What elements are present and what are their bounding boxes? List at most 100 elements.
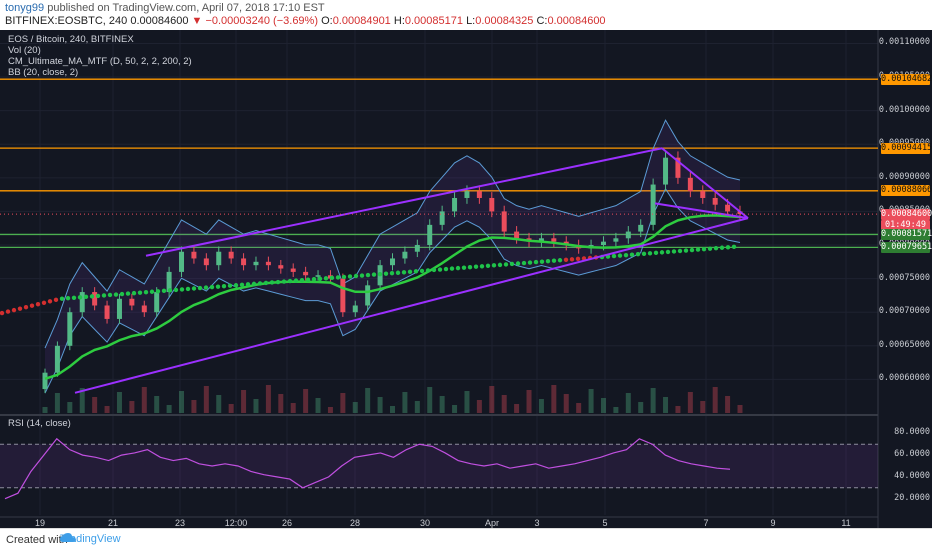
price-tick: 0.00070000	[878, 306, 930, 317]
candle	[67, 312, 73, 346]
candle	[265, 261, 271, 266]
ohlc-o-label: O:	[321, 15, 333, 27]
ma-200-dot	[137, 290, 143, 295]
candle	[452, 197, 458, 212]
ma-200-dot	[11, 307, 17, 313]
ma-200-dot	[635, 252, 641, 257]
candle	[700, 191, 706, 198]
ma-200-dot	[515, 261, 521, 266]
price-tick: 0.00065000	[878, 339, 930, 350]
ma-200-dot	[707, 246, 713, 251]
legend-ma: CM_Ultimate_MA_MTF (D, 50, 2, 2, 200, 2)	[8, 56, 192, 67]
rsi-line	[4, 437, 731, 500]
ma-200-dot	[221, 283, 227, 289]
ma-200-dot	[65, 296, 71, 301]
candle	[439, 211, 445, 225]
ma-200-dot	[317, 276, 323, 281]
ma-200-dot	[287, 278, 293, 284]
ma-200-dot	[239, 282, 245, 287]
published-text: published on TradingView.com, April 07, …	[47, 2, 325, 14]
ma-200-dot	[575, 256, 581, 262]
chart-area[interactable]: EOS / Bitcoin, 240, BITFINEX Vol (20) CM…	[0, 30, 932, 528]
volume-bar	[638, 402, 644, 413]
volume-bar	[700, 401, 706, 413]
chart-svg[interactable]	[0, 30, 932, 528]
ma-200-dot	[257, 281, 263, 286]
volume-bar	[154, 396, 160, 413]
candle	[365, 285, 371, 306]
rsi-tick: 20.0000	[894, 492, 930, 503]
time-tick: Apr	[484, 518, 500, 528]
tradingview-logo[interactable]: TradingView	[60, 533, 121, 545]
price-badge: 0.00104682	[881, 73, 932, 85]
ma-200-dot	[509, 261, 515, 267]
created-with: Created with	[6, 534, 68, 546]
time-tick: 21	[107, 518, 119, 528]
publisher-link[interactable]: tonyg99	[5, 2, 45, 14]
wedge-upper	[661, 147, 749, 219]
ma-200-dot	[5, 309, 11, 314]
ma-200-dot	[341, 274, 347, 280]
ma-200-dot	[563, 257, 569, 262]
legend-rsi: RSI (14, close)	[8, 418, 71, 429]
candle	[650, 184, 656, 225]
price-badge: 0.00081571	[881, 228, 932, 240]
candle	[390, 258, 395, 266]
candle	[414, 245, 420, 252]
ma-200-dot	[35, 302, 41, 307]
ohlc-h-label: H:	[393, 15, 405, 27]
ma-200-dot	[425, 268, 431, 273]
volume-bar	[390, 406, 395, 413]
ohlc-l: 0.00084325	[475, 15, 534, 27]
ma-200-dot	[527, 260, 533, 265]
ma-200-dot	[245, 282, 251, 287]
volume-bar	[365, 388, 371, 413]
price-tick: 0.00100000	[878, 104, 930, 115]
ma-200-dot	[539, 259, 545, 264]
volume-bar	[67, 402, 73, 413]
wedge-lower	[654, 202, 749, 220]
candle	[489, 197, 495, 212]
candle	[613, 238, 619, 242]
candle	[538, 238, 544, 242]
volume-bar	[663, 397, 669, 413]
ma-200-dot	[329, 275, 335, 281]
ma-200-dot	[491, 263, 497, 268]
ma-200-dot	[347, 274, 353, 279]
price-change: ▼ −0.00003240 (−3.69%)	[191, 15, 318, 27]
volume-bar	[650, 388, 656, 413]
ohlc-o: 0.00084901	[332, 15, 391, 27]
volume-bar	[253, 399, 259, 413]
candle	[166, 271, 172, 293]
ma-200-dot	[179, 287, 185, 292]
candle	[253, 261, 259, 266]
volume-bar	[737, 405, 743, 413]
ma-200-dot	[299, 277, 305, 283]
ma-200-dot	[647, 251, 653, 256]
brand-name: TradingView	[60, 533, 121, 545]
volume-bar	[675, 406, 681, 413]
ma-200-dot	[653, 250, 659, 256]
channel-upper	[145, 147, 663, 257]
ma-200-dot	[659, 250, 665, 255]
ma-200-dot	[641, 251, 647, 256]
candle	[551, 238, 557, 242]
symbol-name: BITFINEX:EOSBTC, 240	[5, 15, 128, 27]
ma-200-dot	[215, 284, 221, 289]
ohlc-c: 0.00084600	[547, 15, 606, 27]
volume-bar	[377, 397, 383, 413]
ma-200-dot	[119, 291, 125, 297]
ma-200-dot	[311, 277, 317, 282]
ma-200-dot	[383, 271, 389, 276]
volume-bar	[538, 399, 544, 413]
ma-200-dot	[665, 249, 671, 255]
ma-200-dot	[479, 264, 485, 269]
rsi-band	[0, 444, 878, 488]
price-tick: 0.00075000	[878, 272, 930, 283]
ma-200-dot	[143, 290, 149, 295]
ma-200-dot	[173, 287, 179, 293]
volume-bar	[265, 385, 271, 413]
ma-200-dot	[53, 297, 59, 303]
candle	[54, 345, 60, 373]
candle	[92, 292, 98, 306]
